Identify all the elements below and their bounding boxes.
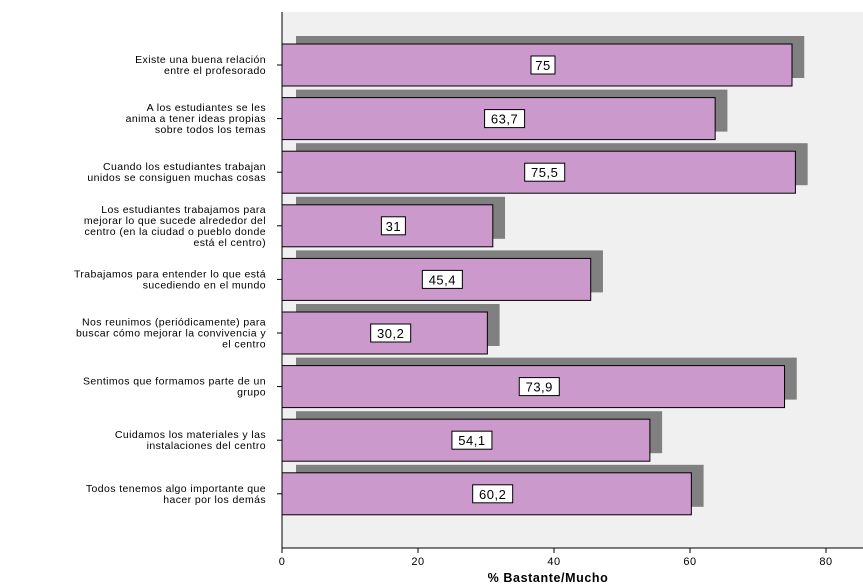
category-label-line: Todos tenemos algo importante que — [86, 483, 266, 495]
category-labels: Existe una buena relación entre el profes… — [74, 54, 282, 506]
value-label-box — [451, 430, 493, 450]
category-label: A los estudiantes se les anima a tener id… — [126, 102, 266, 136]
category-label-line: centro (en la ciudad o pueblo donde — [84, 226, 266, 238]
value-label: 75,5 — [531, 165, 558, 180]
category-label-line: anima a tener ideas propias — [126, 113, 266, 125]
category-label-line: Cuidamos los materiales y las — [115, 429, 266, 441]
category-label: Los estudiantes trabajamos para mejorar l… — [84, 204, 266, 249]
category-label-line: hacer por los demás — [163, 494, 266, 506]
value-label: 73,9 — [526, 380, 553, 395]
category-label-line: Trabajamos para entender lo que está — [74, 268, 266, 280]
value-label-box — [530, 55, 556, 75]
value-label: 54,1 — [458, 433, 485, 448]
value-label-box — [370, 323, 412, 343]
category-label-line: Los estudiantes trabajamos para — [101, 204, 266, 216]
value-label-box — [380, 216, 406, 236]
value-label-box — [472, 484, 514, 504]
value-label-box — [421, 269, 463, 289]
category-label: Nos reunimos (periódicamente) para buscar… — [76, 317, 266, 351]
value-label-box — [518, 377, 560, 397]
category-label-line: Cuando los estudiantes trabajan — [103, 161, 266, 173]
value-label: 31 — [386, 219, 401, 234]
category-label-line: está el centro) — [193, 237, 266, 249]
category-label-line: entre el profesorado — [164, 65, 266, 77]
bars-group: 75 63,7 75,5 31 45,4 30,2 73,9 54,1 60,2 — [281, 36, 808, 516]
x-tick-label: 0 — [279, 556, 286, 568]
category-label: Cuando los estudiantes trabajan unidos se… — [87, 161, 266, 184]
category-label-line: unidos se consiguen muchas cosas — [87, 172, 266, 184]
category-label: Sentimos que formamos parte de un grupo — [83, 376, 266, 399]
category-label-line: Nos reunimos (periódicamente) para — [82, 317, 266, 329]
x-tick-label: 20 — [411, 556, 424, 568]
category-label-line: buscar cómo mejorar la convivencia y — [76, 328, 266, 340]
x-tick-label: 60 — [683, 556, 696, 568]
category-label-line: el centro — [222, 339, 266, 351]
category-label-line: Sentimos que formamos parte de un — [83, 376, 266, 388]
category-label-line: A los estudiantes se les — [147, 102, 266, 114]
category-label: Existe una buena relación entre el profes… — [135, 54, 266, 77]
x-tick-label: 40 — [547, 556, 560, 568]
value-label: 63,7 — [491, 112, 518, 127]
category-label-line: sobre todos los temas — [155, 124, 266, 136]
category-label-line: sucediendo en el mundo — [143, 279, 266, 291]
value-label: 45,4 — [429, 272, 456, 287]
category-label-line: Existe una buena relación — [135, 54, 266, 66]
x-axis-ticks: 0 20 40 60 80 — [279, 548, 832, 568]
x-axis-title: % Bastante/Mucho — [488, 571, 609, 585]
value-label: 30,2 — [377, 326, 404, 341]
category-label: Trabajamos para entender lo que está suce… — [74, 268, 266, 291]
category-label: Cuidamos los materiales y las instalacion… — [115, 429, 266, 452]
value-label: 60,2 — [479, 487, 506, 502]
value-label: 75 — [535, 58, 550, 73]
value-label-box — [484, 109, 526, 129]
category-label-line: instalaciones del centro — [147, 440, 266, 452]
value-label-box — [524, 162, 566, 182]
category-label-line: grupo — [237, 387, 266, 399]
x-tick-label: 80 — [819, 556, 832, 568]
category-label-line: mejorar lo que sucede alrededor del — [84, 215, 266, 227]
category-label: Todos tenemos algo importante que hacer p… — [86, 483, 266, 506]
